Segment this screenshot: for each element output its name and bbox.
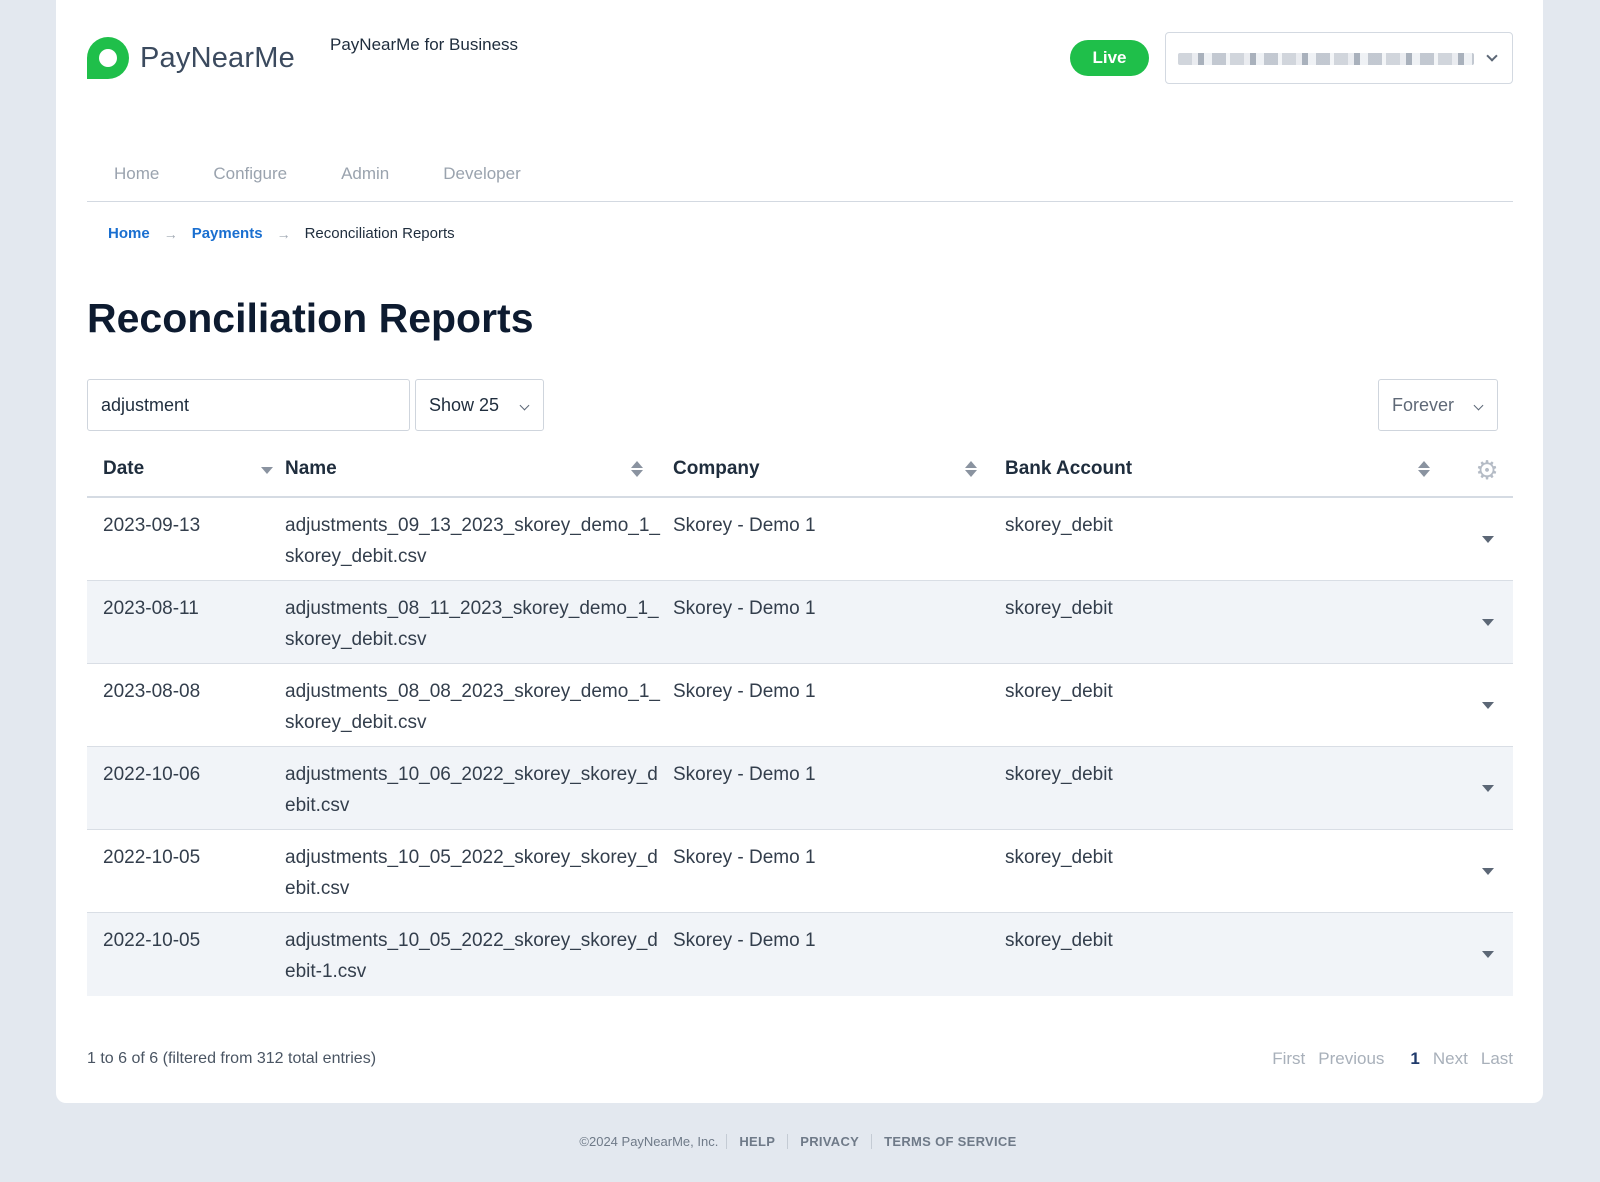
cell-date: 2023-08-08: [103, 681, 201, 702]
entries-info: 1 to 6 of 6 (filtered from 312 total ent…: [87, 1050, 377, 1067]
cell-bank-account: skorey_debit: [1005, 764, 1113, 785]
live-mode-badge[interactable]: Live: [1070, 40, 1149, 76]
column-header-label: Name: [285, 458, 337, 479]
cell-company: Skorey - Demo 1: [673, 515, 816, 536]
cell-company: Skorey - Demo 1: [673, 764, 816, 785]
paynearme-logo-icon: [87, 37, 129, 79]
cell-bank-account: skorey_debit: [1005, 930, 1113, 951]
cell-name: adjustments_08_08_2023_skorey_demo_1_sko…: [285, 681, 660, 733]
table-row[interactable]: 2023-09-13 adjustments_09_13_2023_skorey…: [87, 498, 1513, 581]
cell-company: Skorey - Demo 1: [673, 681, 816, 702]
table-row[interactable]: 2023-08-11 adjustments_08_11_2023_skorey…: [87, 581, 1513, 664]
cell-date: 2022-10-05: [103, 930, 201, 951]
cell-date: 2023-09-13: [103, 515, 201, 536]
cell-name: adjustments_10_05_2022_skorey_skorey_deb…: [285, 847, 658, 899]
cell-name: adjustments_08_11_2023_skorey_demo_1_sko…: [285, 598, 659, 650]
account-selector[interactable]: [1165, 32, 1513, 84]
main-card: PayNearMe PayNearMe for Business Live Ho…: [56, 0, 1543, 1103]
table-row[interactable]: 2022-10-05 adjustments_10_05_2022_skorey…: [87, 913, 1513, 996]
footer-help-link[interactable]: HELP: [726, 1134, 787, 1149]
date-range-label: Forever: [1392, 394, 1455, 415]
breadcrumb-payments[interactable]: Payments: [191, 225, 263, 242]
brand-name: PayNearMe: [140, 41, 295, 74]
cell-bank-account: skorey_debit: [1005, 681, 1113, 702]
chevron-down-icon: [1486, 50, 1498, 62]
reports-table: Date Name Company Bank Account ⚙ 2023-09…: [87, 442, 1513, 996]
sort-both-icon[interactable]: [1418, 461, 1430, 479]
breadcrumb-home[interactable]: Home: [108, 225, 150, 242]
search-input[interactable]: [87, 379, 410, 431]
column-header-label: Date: [103, 458, 145, 479]
column-header-label: Company: [673, 458, 760, 479]
nav-tab-configure[interactable]: Configure: [213, 164, 288, 183]
page-size-label: Show 25: [429, 394, 500, 415]
breadcrumb-current: Reconciliation Reports: [304, 225, 455, 242]
caret-down-icon[interactable]: [1482, 868, 1494, 875]
brand-logo[interactable]: PayNearMe: [87, 37, 295, 79]
pagination-previous[interactable]: Previous: [1318, 1049, 1385, 1068]
cell-company: Skorey - Demo 1: [673, 930, 816, 951]
cell-date: 2023-08-11: [103, 598, 199, 619]
breadcrumb: Home → Payments → Reconciliation Reports: [108, 225, 455, 242]
column-header-company[interactable]: Company: [673, 441, 1005, 497]
gear-icon[interactable]: ⚙: [1475, 455, 1499, 485]
table-header: Date Name Company Bank Account ⚙: [87, 442, 1513, 498]
page-title: Reconciliation Reports: [87, 295, 534, 341]
column-header-bank-account[interactable]: Bank Account: [1005, 441, 1513, 497]
cell-bank-account: skorey_debit: [1005, 515, 1113, 536]
product-tagline: PayNearMe for Business: [330, 35, 519, 54]
nav-tab-admin[interactable]: Admin: [341, 164, 390, 183]
caret-down-icon[interactable]: [1482, 785, 1494, 792]
table-row[interactable]: 2023-08-08 adjustments_08_08_2023_skorey…: [87, 664, 1513, 747]
caret-down-icon[interactable]: [1482, 702, 1494, 709]
chevron-down-icon: [519, 400, 530, 411]
caret-down-icon[interactable]: [1482, 951, 1494, 958]
date-range-select[interactable]: Forever: [1378, 379, 1498, 431]
pagination-page-1[interactable]: 1: [1410, 1049, 1420, 1068]
footer-privacy-link[interactable]: PRIVACY: [787, 1134, 871, 1149]
cell-company: Skorey - Demo 1: [673, 847, 816, 868]
chevron-down-icon: [1473, 400, 1484, 411]
page-size-select[interactable]: Show 25: [415, 379, 544, 431]
nav-tab-developer[interactable]: Developer: [443, 164, 521, 183]
pagination: First Previous 1 Next Last: [1259, 1049, 1513, 1069]
cell-name: adjustments_10_06_2022_skorey_skorey_deb…: [285, 764, 658, 816]
main-nav: Home Configure Admin Developer: [87, 158, 1513, 202]
caret-down-icon[interactable]: [1482, 536, 1494, 543]
footer-terms-link[interactable]: TERMS OF SERVICE: [871, 1134, 1028, 1149]
pagination-first[interactable]: First: [1272, 1049, 1306, 1068]
account-name-redacted: [1178, 53, 1474, 65]
cell-bank-account: skorey_debit: [1005, 847, 1113, 868]
sort-both-icon[interactable]: [965, 461, 977, 479]
column-header-name[interactable]: Name: [285, 441, 673, 497]
cell-date: 2022-10-05: [103, 847, 201, 868]
footer-copyright: ©2024 PayNearMe, Inc.: [579, 1134, 719, 1149]
nav-tab-home[interactable]: Home: [114, 164, 160, 183]
sort-both-icon[interactable]: [631, 461, 643, 479]
cell-name: adjustments_09_13_2023_skorey_demo_1_sko…: [285, 515, 660, 567]
site-footer: ©2024 PayNearMe, Inc. HELP PRIVACY TERMS…: [0, 1134, 1600, 1149]
pagination-next[interactable]: Next: [1432, 1049, 1468, 1068]
sort-desc-icon[interactable]: [261, 467, 273, 474]
table-row[interactable]: 2022-10-06 adjustments_10_06_2022_skorey…: [87, 747, 1513, 830]
column-header-date[interactable]: Date: [87, 441, 285, 497]
cell-bank-account: skorey_debit: [1005, 598, 1113, 619]
breadcrumb-arrow-icon: →: [276, 225, 291, 242]
pagination-last[interactable]: Last: [1480, 1049, 1513, 1068]
table-row[interactable]: 2022-10-05 adjustments_10_05_2022_skorey…: [87, 830, 1513, 913]
cell-name: adjustments_10_05_2022_skorey_skorey_deb…: [285, 930, 658, 982]
column-header-label: Bank Account: [1005, 458, 1133, 479]
caret-down-icon[interactable]: [1482, 619, 1494, 626]
breadcrumb-arrow-icon: →: [163, 225, 178, 242]
cell-date: 2022-10-06: [103, 764, 201, 785]
cell-company: Skorey - Demo 1: [673, 598, 816, 619]
